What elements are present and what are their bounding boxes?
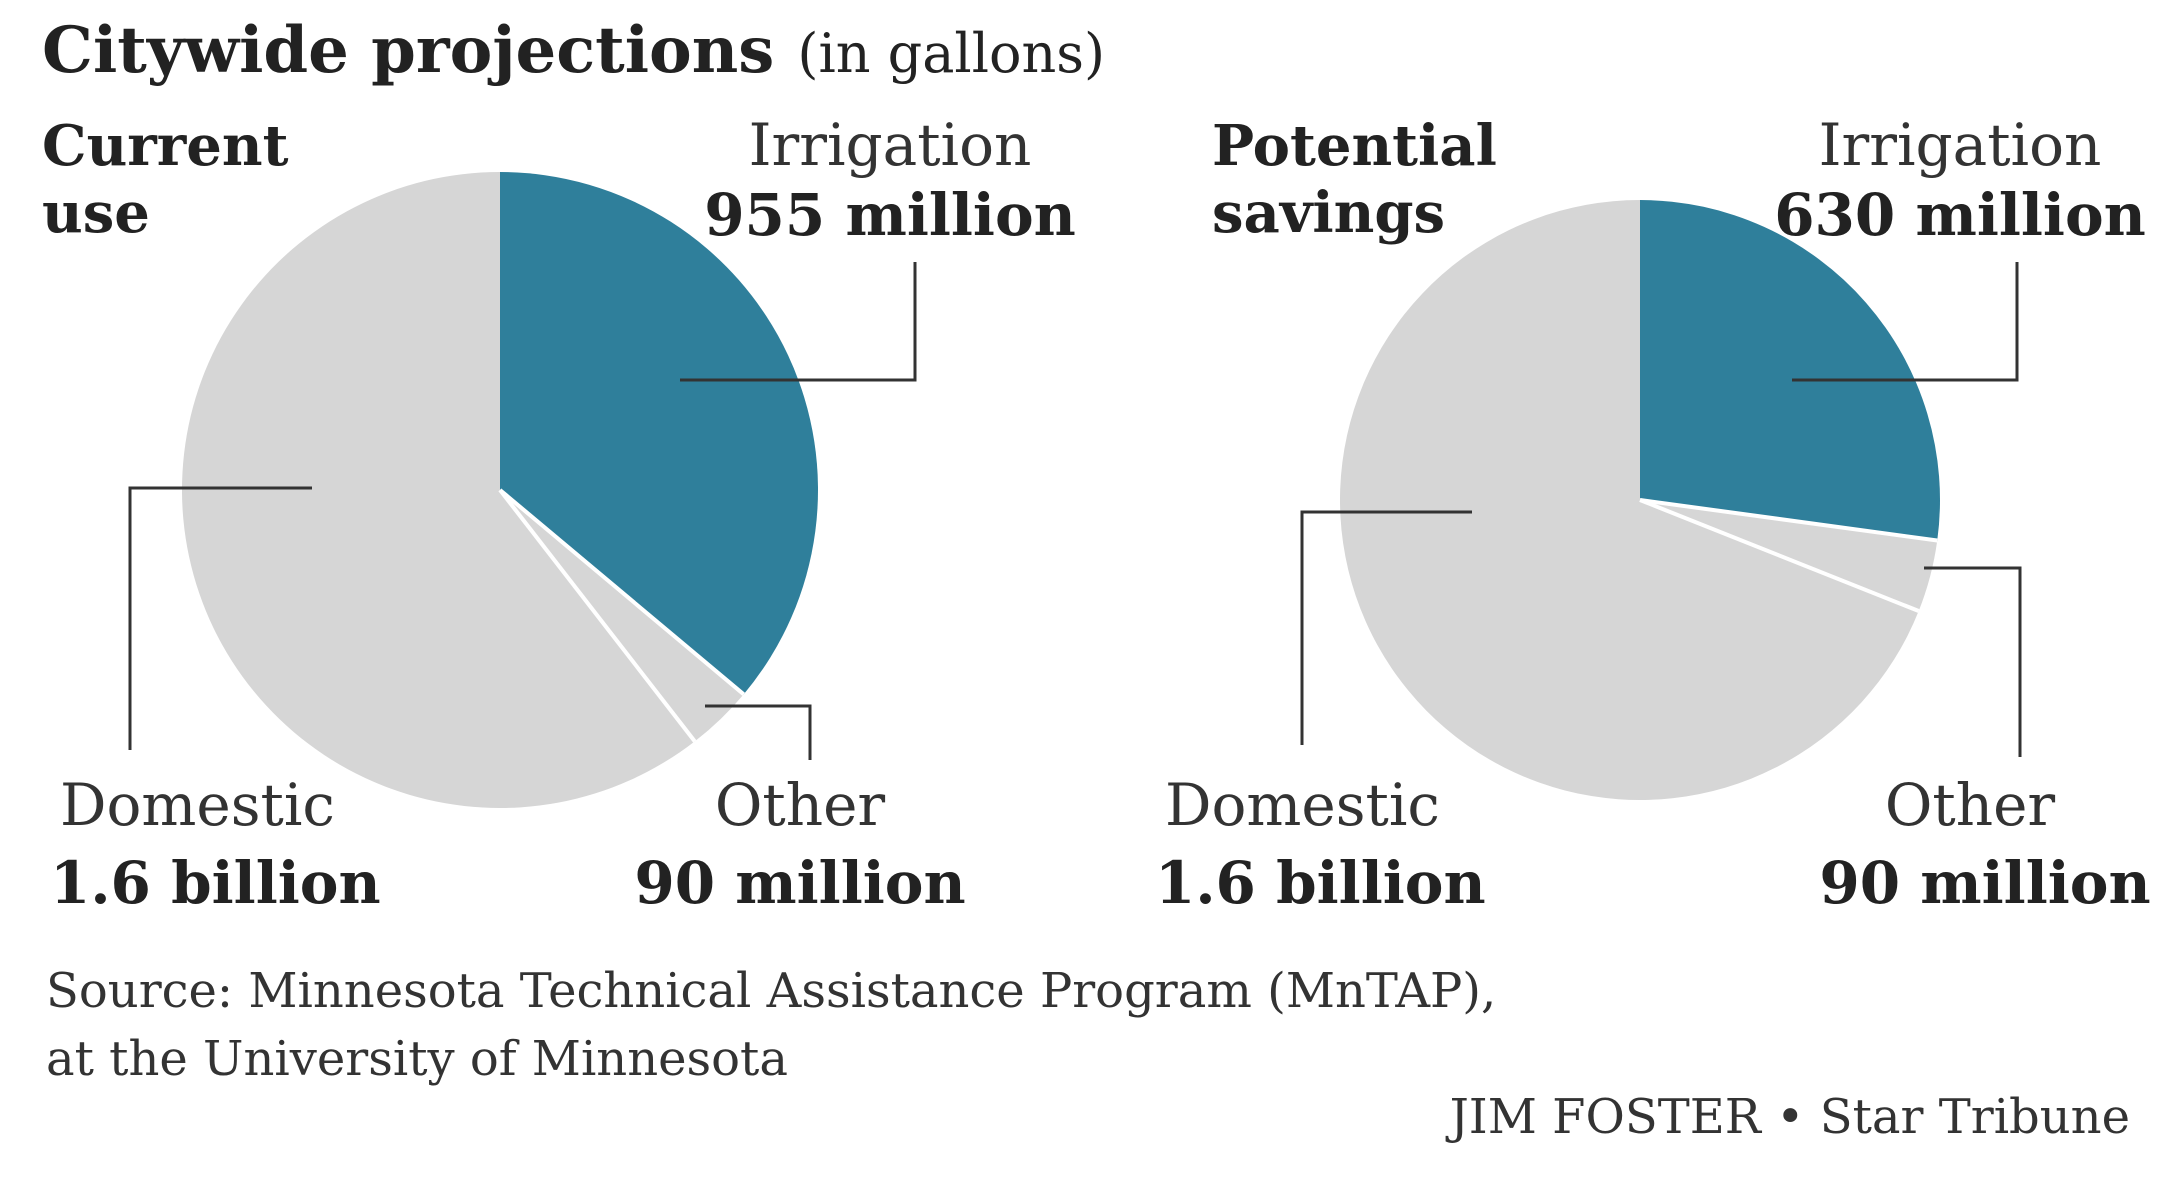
leader-line-domestic: [128, 486, 312, 750]
chart-title-line-1: Potential: [1212, 113, 1497, 179]
source-line-2: at the University of Minnesota: [46, 1031, 788, 1087]
slice-label-irrigation-name: Irrigation: [749, 111, 1032, 179]
pie-slice-irrigation: [1640, 200, 1940, 541]
pie-chart-potential-savings: Potential savings Irrigation 630 million…: [1155, 111, 2151, 917]
pie-slices: [1339, 200, 1940, 801]
leader-line-irrigation: [680, 262, 917, 382]
pie-slices: [181, 172, 819, 808]
slice-separator: [498, 488, 745, 696]
slice-label-irrigation-name: Irrigation: [1819, 111, 2102, 179]
slice-label-other-name: Other: [715, 771, 886, 839]
slice-label-irrigation-value: 955 million: [704, 181, 1076, 249]
slice-label-other-value: 90 million: [1819, 849, 2150, 917]
leader-line-other: [1924, 566, 2022, 757]
slice-label-other-name: Other: [1885, 771, 2056, 839]
chart-title-line-2: savings: [1212, 180, 1445, 246]
slice-separator: [1639, 498, 1920, 613]
pie-slice-irrigation: [500, 172, 819, 695]
credit-line: JIM FOSTER • Star Tribune: [1445, 1089, 2130, 1145]
slice-label-domestic-name: Domestic: [1165, 771, 1440, 839]
slice-label-domestic-value: 1.6 billion: [50, 849, 381, 917]
pie-slice-other: [500, 490, 744, 742]
slice-label-domestic-value: 1.6 billion: [1155, 849, 1486, 917]
title-unit: (in gallons): [797, 22, 1105, 85]
slice-label-irrigation-value: 630 million: [1774, 181, 2146, 249]
source-line-1: Source: Minnesota Technical Assistance P…: [46, 963, 1496, 1019]
slice-label-domestic-name: Domestic: [60, 771, 335, 839]
pie-slice-domestic: [1339, 200, 1919, 801]
chart-title-line-2: use: [42, 180, 150, 246]
slice-separator: [498, 488, 697, 743]
pie-chart-current-use: Current use Irrigation 955 million Other…: [42, 111, 1076, 917]
title-main: Citywide projections: [42, 13, 774, 88]
chart-title-line-1: Current: [42, 113, 289, 179]
slice-label-other-value: 90 million: [634, 849, 965, 917]
slice-separator: [1639, 498, 1938, 543]
pie-slice-domestic: [181, 172, 695, 808]
leader-line-other: [705, 704, 812, 760]
page-title: Citywide projections (in gallons): [42, 13, 1105, 88]
leader-line-domestic: [1300, 510, 1472, 745]
leader-line-irrigation: [1792, 262, 2019, 382]
